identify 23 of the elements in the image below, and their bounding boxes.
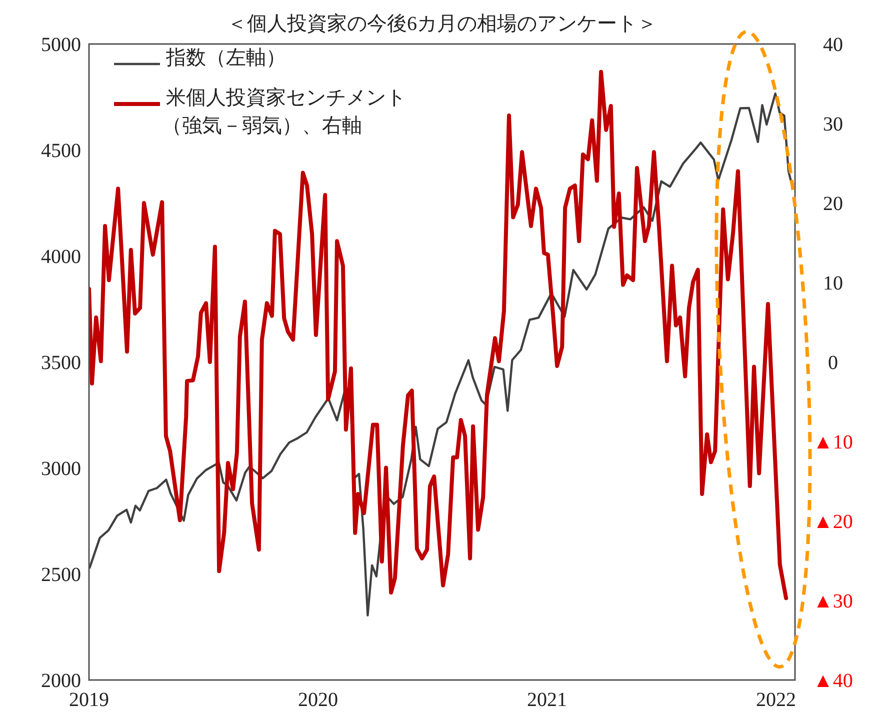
y-tick-label: 5000: [41, 34, 81, 56]
legend-label: 米個人投資家センチメント（強気－弱気）、右軸: [162, 87, 406, 137]
legend-label: 指数（左軸）: [165, 47, 286, 69]
y2-tick-label: ▲20: [813, 511, 853, 533]
y-tick-label: 3000: [41, 458, 81, 480]
y2-tick-label: ▲30: [813, 590, 853, 612]
y2-tick-label: 20: [823, 193, 843, 215]
y2-tick-label: 10: [823, 272, 843, 294]
y2-tick-label: 40: [823, 34, 843, 56]
chart-title: ＜個人投資家の今後6カ月の相場のアンケート＞: [227, 13, 657, 35]
x-tick-label: 2022: [756, 689, 796, 711]
y-tick-label: 4500: [41, 140, 81, 162]
y2-tick-label: 0: [828, 352, 838, 374]
y2-tick-label: ▲10: [813, 432, 853, 454]
x-tick-label: 2020: [298, 689, 338, 711]
y2-tick-label: ▲40: [813, 670, 853, 692]
y-tick-label: 2000: [41, 670, 81, 692]
y-tick-label: 2500: [41, 564, 81, 586]
x-tick-label: 2021: [526, 689, 567, 711]
x-tick-label: 2019: [69, 689, 109, 711]
y-tick-label: 4000: [41, 246, 81, 268]
y-tick-label: 3500: [41, 352, 81, 374]
y2-tick-label: 30: [823, 114, 843, 136]
